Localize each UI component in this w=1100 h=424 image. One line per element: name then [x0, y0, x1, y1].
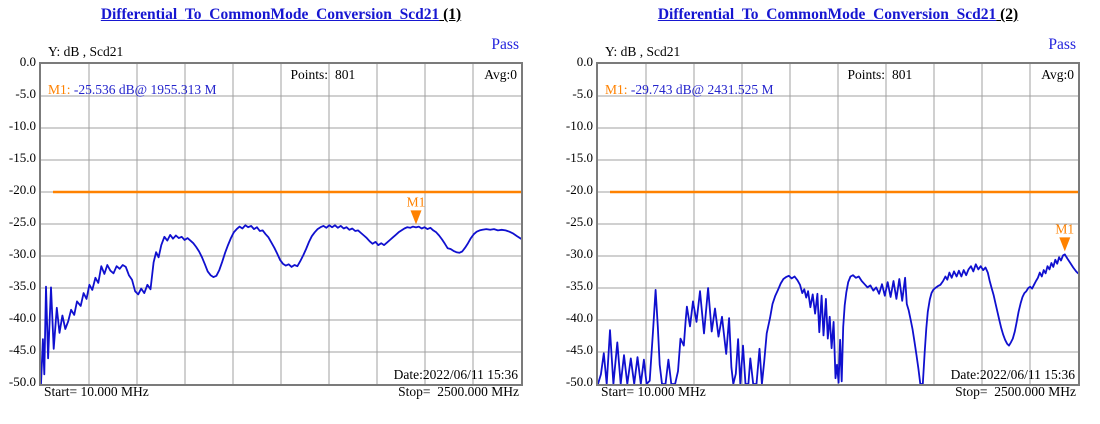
marker-name-label: M1:: [48, 82, 71, 97]
trace-line: [41, 224, 521, 384]
marker-value-label: -29.743 dB@ 2431.525 M: [627, 82, 774, 97]
y-axis-tick: -20.0: [8, 182, 36, 197]
points-label: Points:: [847, 67, 885, 82]
points-value: 801: [892, 67, 913, 82]
start-frequency-label: Start= 10.000 MHz: [601, 384, 706, 399]
y-axis-tick: 0.0: [19, 54, 36, 69]
stop-frequency-label: Stop= 2500.000 MHz: [398, 384, 519, 399]
plot-area: M1 Points: 801 Avg:0 M1: -29.743 dB@ 243…: [596, 62, 1080, 386]
y-axis-tick: -45.0: [565, 342, 593, 357]
stop-frequency-label: Stop= 2500.000 MHz: [955, 384, 1076, 399]
y-axis-tick: -50.0: [565, 374, 593, 389]
marker-name-label: M1:: [605, 82, 628, 97]
plot-canvas: M1: [598, 64, 1078, 384]
y-axis-tick: -50.0: [8, 374, 36, 389]
trace-line: [598, 253, 1078, 384]
marker-readout: M1: -29.743 dB@ 2431.525 M: [605, 82, 773, 98]
grid-lines: [598, 64, 1078, 384]
pass-status-badge: Pass: [1048, 36, 1076, 53]
chart-title-text: Differential_To_CommonMode_Conversion_Sc…: [100, 6, 440, 23]
y-axis-tick: 0.0: [576, 54, 593, 69]
grid-lines: [41, 64, 521, 384]
y-axis-tick: -25.0: [8, 214, 36, 229]
y-axis-tick: -5.0: [572, 86, 593, 101]
y-axis-tick: -25.0: [565, 214, 593, 229]
start-frequency-label: Start= 10.000 MHz: [44, 384, 149, 399]
y-axis-tick: -30.0: [565, 246, 593, 261]
y-axis-tick: -45.0: [8, 342, 36, 357]
date-label: Date:2022/06/11 15:36: [393, 367, 518, 382]
y-axis-tick: -35.0: [8, 278, 36, 293]
marker-readout: M1: -25.536 dB@ 1955.313 M: [48, 82, 216, 98]
pass-status-badge: Pass: [491, 36, 519, 53]
y-axis-unit-label: Y: dB , Scd21: [48, 44, 124, 59]
marker-label: M1: [407, 194, 426, 209]
y-axis-tick: -15.0: [8, 150, 36, 165]
y-axis-tick: -15.0: [565, 150, 593, 165]
chart-panel-1: Differential_To_CommonMode_Conversion_Sc…: [0, 0, 524, 424]
y-axis-tick: -20.0: [565, 182, 593, 197]
avg-label: Avg:0: [484, 67, 517, 82]
y-axis-tick: -5.0: [15, 86, 36, 101]
plot-area: M1 Points: 801 Avg:0 M1: -25.536 dB@ 195…: [39, 62, 523, 386]
marker-label: M1: [1055, 221, 1074, 236]
avg-label: Avg:0: [1041, 67, 1074, 82]
y-axis-tick: -10.0: [8, 118, 36, 133]
date-label: Date:2022/06/11 15:36: [950, 367, 1075, 382]
y-axis-tick: -40.0: [565, 310, 593, 325]
chart-title-index: (1): [439, 6, 462, 23]
y-axis-tick: -40.0: [8, 310, 36, 325]
plot-canvas: M1: [41, 64, 521, 384]
chart-title-index: (2): [996, 6, 1019, 23]
marker-value-label: -25.536 dB@ 1955.313 M: [70, 82, 217, 97]
y-axis-tick: -30.0: [8, 246, 36, 261]
points-label: Points:: [290, 67, 328, 82]
y-axis-tick: -35.0: [565, 278, 593, 293]
marker-triangle: [410, 210, 422, 225]
chart-title: Differential_To_CommonMode_Conversion_Sc…: [41, 6, 521, 24]
chart-panel-2: Differential_To_CommonMode_Conversion_Sc…: [557, 0, 1081, 424]
chart-title-text: Differential_To_CommonMode_Conversion_Sc…: [657, 6, 997, 23]
marker-triangle: [1059, 237, 1071, 252]
points-value: 801: [335, 67, 356, 82]
y-axis-unit-label: Y: dB , Scd21: [605, 44, 681, 59]
chart-title: Differential_To_CommonMode_Conversion_Sc…: [598, 6, 1078, 24]
y-axis-tick: -10.0: [565, 118, 593, 133]
